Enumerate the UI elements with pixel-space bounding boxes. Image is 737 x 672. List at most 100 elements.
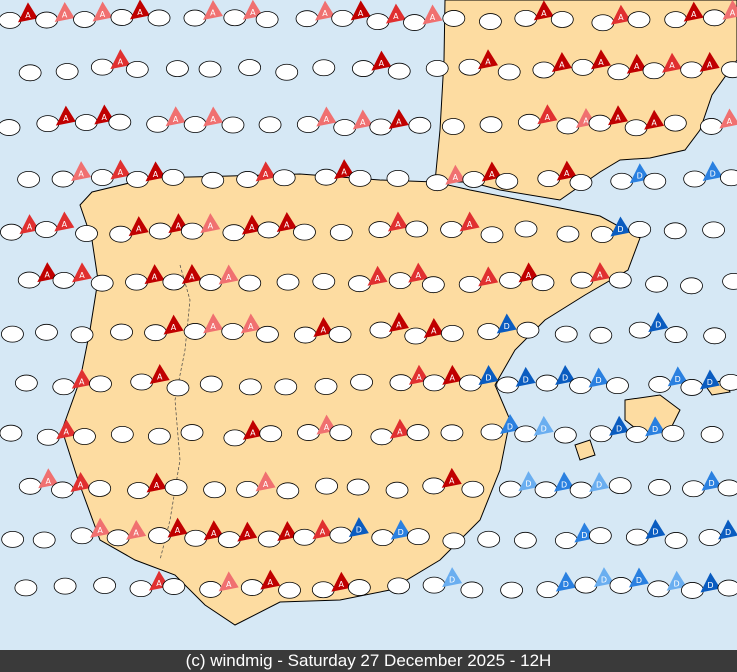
symbol-label: A [211,529,217,538]
calm-cell [36,115,60,133]
calm-cell [35,323,58,341]
calm-cell [293,326,317,344]
anticyclone-arrow [478,266,499,287]
calm-cell [405,220,429,238]
symbol-label: D [485,373,491,382]
calm-cell [217,531,241,549]
calm-cell [328,326,352,343]
symbol-label: A [379,59,385,68]
calm-cell [721,61,737,79]
anticyclone-arrow [54,2,75,23]
symbol-label: A [453,173,459,182]
calm-cell [479,116,503,134]
depression-arrow [699,369,720,390]
symbol-label: D [596,481,602,490]
symbol-label: A [485,275,491,284]
calm-cell [388,272,412,290]
symbol-label: A [210,115,216,124]
anticyclone-arrow [56,419,77,440]
calm-cell [648,376,672,393]
depression-arrow [496,313,517,334]
anticyclone-arrow [128,216,149,237]
calm-cell [183,116,207,133]
anticyclone-arrow [331,571,352,592]
anticyclone-arrow [313,317,334,338]
symbol-label: A [118,58,124,67]
calm-cell [311,581,335,599]
calm-cell [314,378,338,395]
calm-cell [495,172,519,190]
calm-cell [221,323,245,340]
calm-cell [462,171,486,188]
calm-cell [408,116,432,134]
symbol-label: A [154,481,160,490]
symbol-label: A [396,117,402,126]
anticyclone-arrow [537,104,558,125]
calm-cell [236,171,260,188]
calm-cell [661,424,685,442]
anticyclone-arrow [163,314,184,335]
anticyclone-arrow [255,161,276,182]
symbol-label: D [507,423,513,432]
symbol-label: A [45,271,51,280]
calm-cell [162,273,186,291]
anticyclone-arrow [203,313,224,334]
symbol-label: A [339,580,345,589]
symbol-label: A [322,9,328,18]
anticyclone-arrow [200,213,221,234]
symbol-label: A [250,8,256,17]
calm-cell [682,480,705,498]
symbol-label: A [248,322,254,331]
calm-cell [514,425,538,443]
anticyclone-arrow [699,51,720,72]
anticyclone-arrow [315,0,336,21]
anticyclone-arrow [276,211,297,232]
anticyclone-arrow [518,262,539,283]
depression-arrow [666,570,687,591]
calm-cell [351,60,375,77]
calm-cell [404,327,428,345]
calm-cell [480,423,504,441]
anticyclone-arrow [556,160,577,181]
calm-cell [255,11,279,28]
calm-cell [642,62,666,80]
symbol-label: A [268,578,274,587]
symbol-label: D [652,528,658,537]
symbol-label: D [708,479,714,488]
symbol-label: A [25,11,31,20]
symbol-label: A [153,170,159,179]
symbol-label: D [504,322,510,331]
calm-cell [257,530,281,548]
calm-cell [350,373,373,391]
calm-cell [312,273,336,290]
calm-cell [588,114,612,132]
symbol-label: A [559,60,565,69]
calm-cell [110,323,133,341]
anticyclone-arrow [352,109,373,130]
calm-cell [162,578,186,595]
anticyclone-arrow [17,2,38,23]
anticyclone-arrow [459,211,480,232]
calm-cell [147,9,171,27]
calm-cell [183,9,207,27]
symbol-label: A [489,170,495,179]
anticyclone-arrow [423,317,444,338]
symbol-label: A [133,528,139,537]
calm-cell [148,222,172,240]
calm-cell [703,9,726,27]
symbol-label: A [341,168,347,177]
calm-cell [366,13,390,31]
calm-cell [147,427,171,445]
symbol-label: A [189,272,195,281]
symbol-label: A [285,530,291,539]
symbol-label: D [449,576,455,585]
symbol-label: A [691,10,697,19]
symbol-label: A [46,477,52,486]
symbol-label: D [707,581,713,590]
symbol-label: A [727,117,733,126]
calm-cell [293,528,316,546]
anticyclone-arrow [144,264,165,285]
calm-cell [166,379,190,397]
calm-cell [702,221,725,239]
calm-cell [14,374,38,392]
